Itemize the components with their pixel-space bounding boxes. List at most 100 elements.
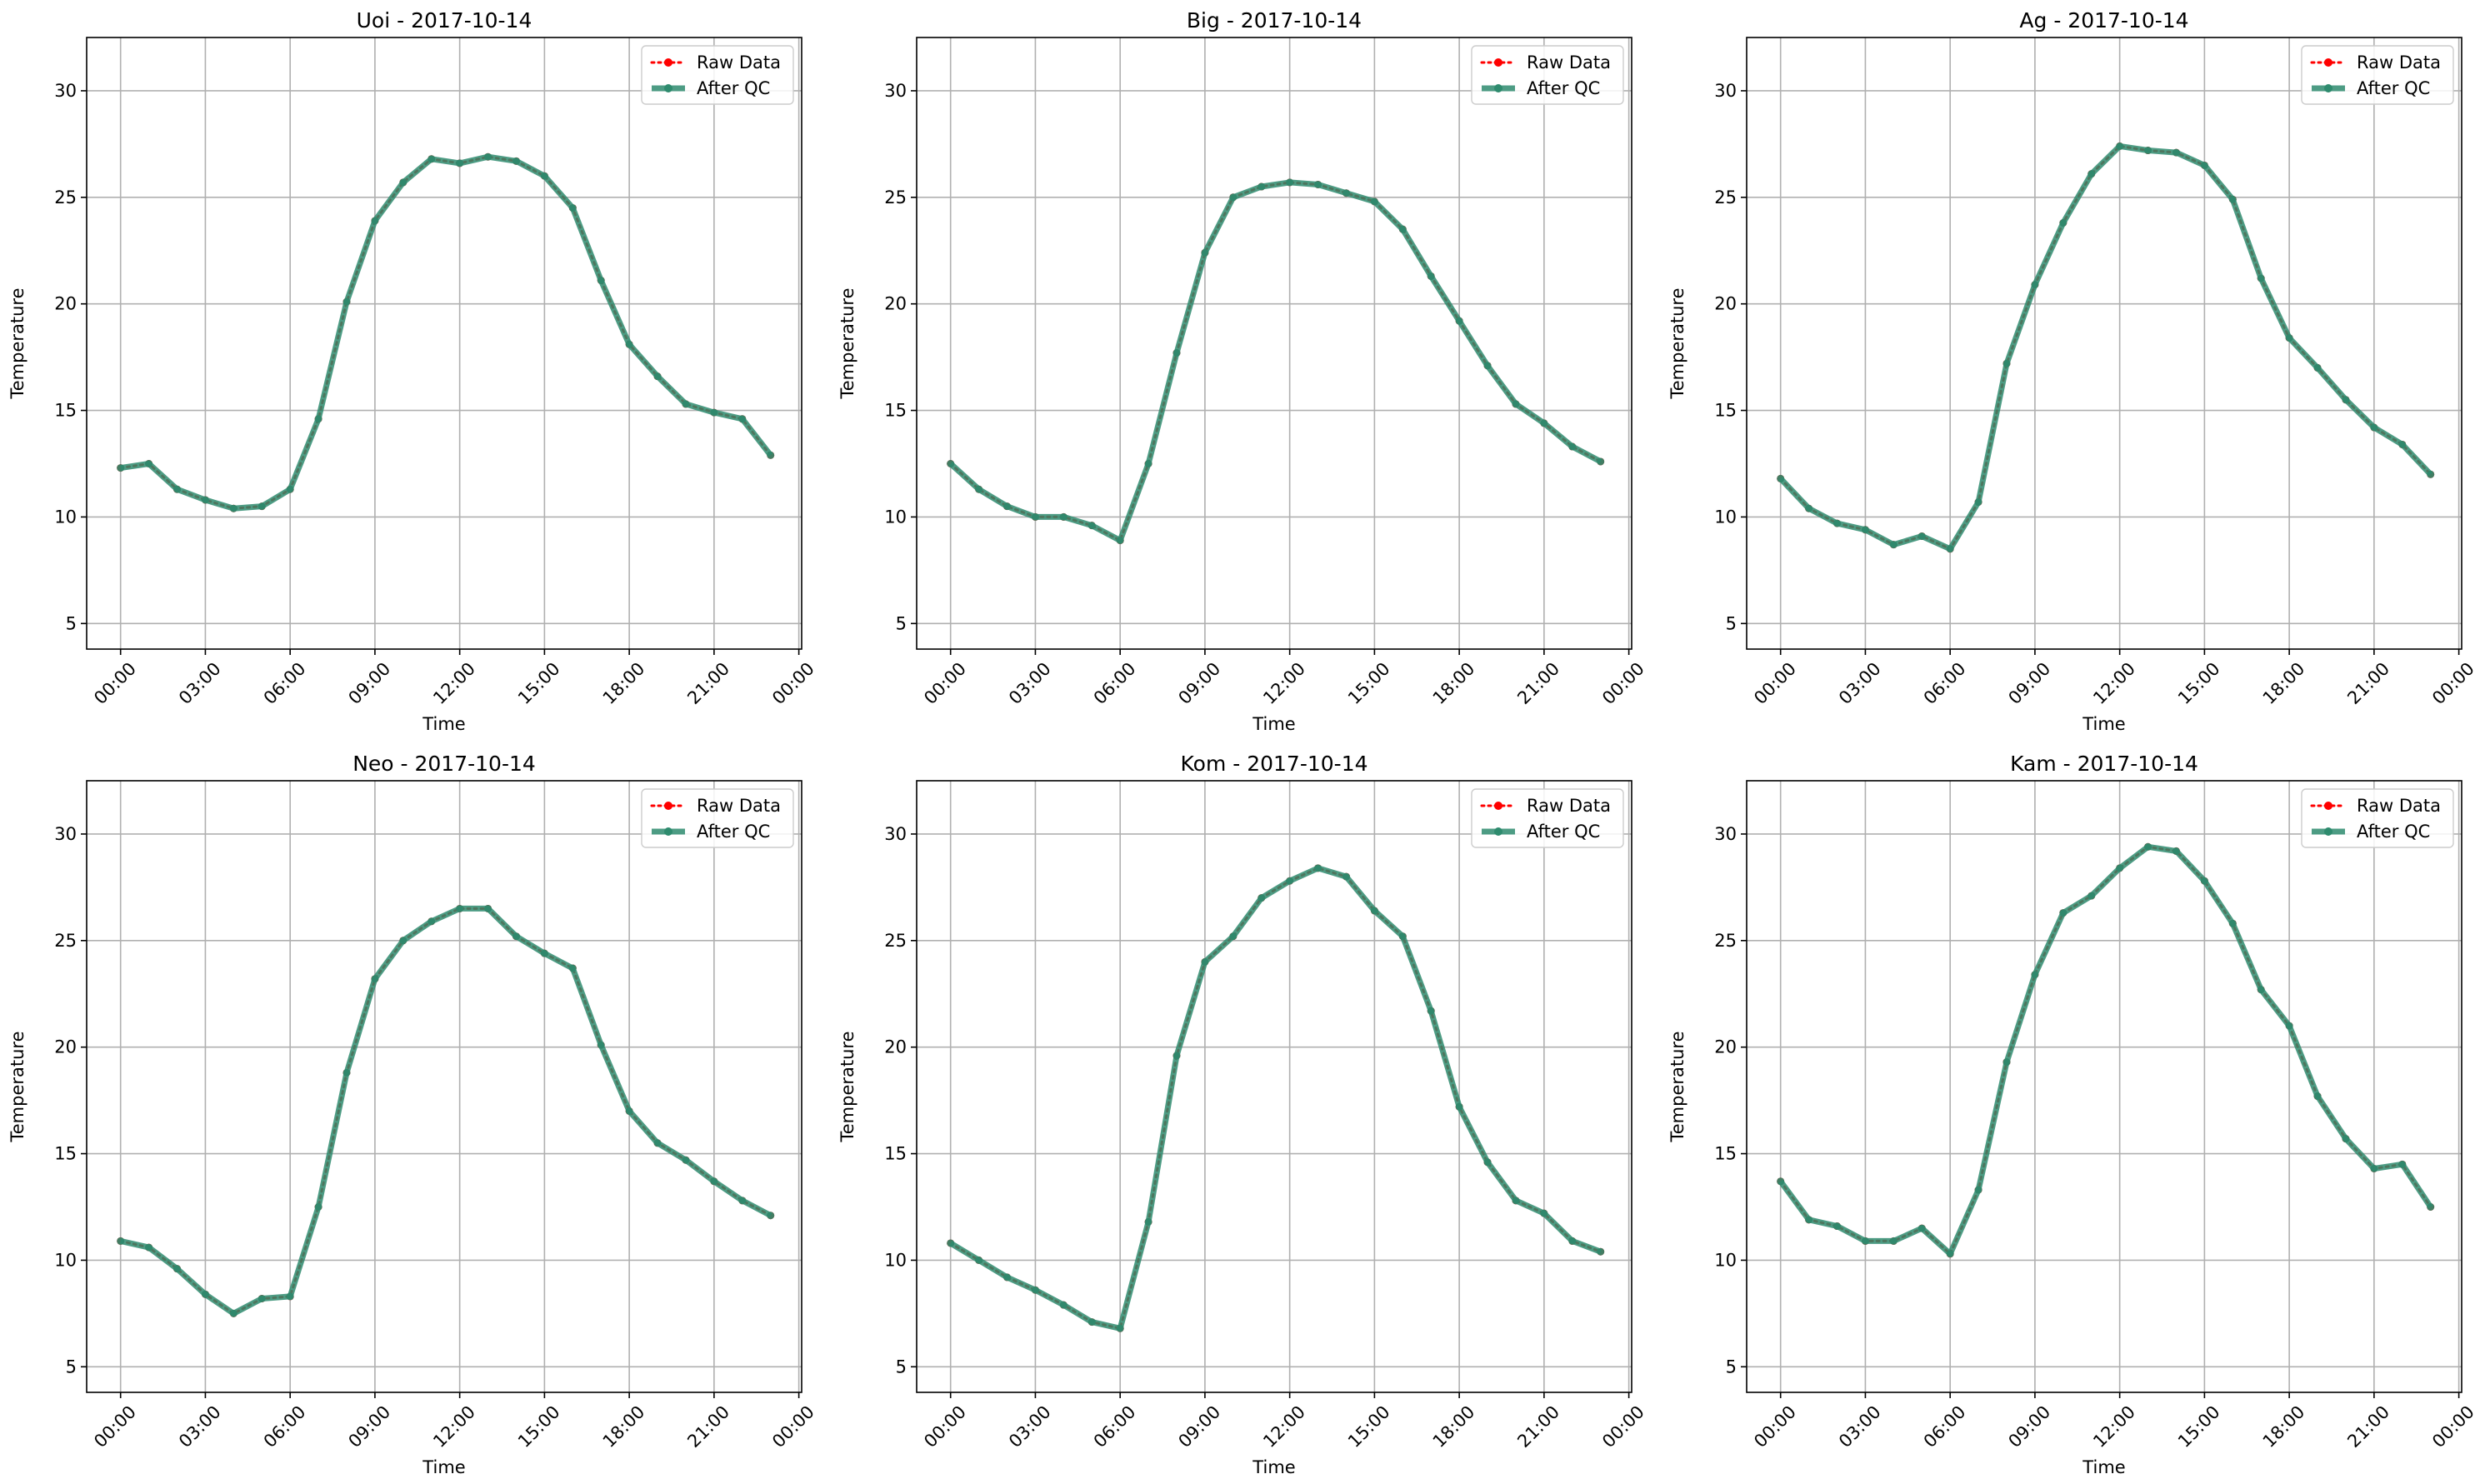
after-qc-point: [1946, 1250, 1954, 1258]
y-tick-label: 30: [884, 824, 907, 844]
after-qc-point: [1833, 519, 1842, 527]
after-qc-point: [314, 415, 322, 423]
x-tick-label: 21:00: [1513, 658, 1563, 708]
y-tick-label: 5: [896, 1357, 907, 1377]
after-qc-point: [1229, 932, 1238, 941]
after-qc-point: [2313, 1092, 2322, 1101]
y-tick-label: 20: [54, 1037, 77, 1057]
x-tick-label: 18:00: [1429, 658, 1479, 708]
after-qc-point: [1172, 1052, 1181, 1060]
after-qc-point: [975, 485, 983, 493]
y-tick-label: 25: [884, 187, 907, 207]
legend-qc-marker: [1494, 827, 1502, 836]
after-qc-point: [1568, 442, 1577, 451]
legend-raw-marker: [1494, 58, 1502, 67]
after-qc-point: [2088, 170, 2096, 178]
y-tick-label: 5: [1726, 613, 1737, 633]
x-tick-label: 09:00: [2004, 1402, 2054, 1452]
y-tick-label: 10: [1714, 507, 1737, 527]
after-qc-point: [512, 932, 520, 941]
after-qc-line: [948, 865, 1602, 1332]
x-tick-label: 21:00: [683, 1402, 733, 1452]
legend: Raw Data After QC: [1471, 45, 1624, 105]
after-qc-point: [2427, 470, 2435, 478]
legend-raw-marker: [664, 58, 672, 67]
y-tick-label: 15: [54, 1144, 77, 1164]
legend-raw-label: Raw Data: [697, 52, 781, 72]
y-tick-label: 30: [1714, 81, 1737, 101]
after-qc-point: [568, 964, 577, 972]
y-tick-label: 20: [884, 294, 907, 314]
axes-frame: [86, 780, 802, 1393]
y-tick-label: 15: [1714, 401, 1737, 421]
after-qc-point: [710, 1177, 718, 1186]
x-tick-label: 03:00: [175, 1402, 225, 1452]
axes-frame: [86, 37, 802, 650]
legend: Raw Data After QC: [641, 788, 794, 848]
after-qc-point: [1483, 362, 1492, 370]
after-qc-point: [2257, 274, 2265, 282]
after-qc-point: [1116, 537, 1124, 545]
after-qc-point: [2144, 842, 2152, 851]
legend-qc-label: After QC: [1527, 822, 1600, 842]
y-axis-label: Temperature: [8, 287, 28, 399]
after-qc-point: [428, 917, 436, 926]
legend-qc-marker: [664, 827, 672, 836]
after-qc-point: [173, 1265, 182, 1273]
after-qc-point: [2342, 1135, 2350, 1143]
after-qc-point: [512, 157, 520, 165]
x-tick-label: 06:00: [260, 658, 310, 708]
chart-panel: 00:00 03:00 06:00 09:00 12:00 15:00 18:00 21:00…: [838, 8, 1648, 734]
after-qc-point: [342, 297, 351, 306]
x-axis-label: Time: [2082, 714, 2125, 734]
y-tick-label: 5: [66, 613, 77, 633]
x-tick-label: 00:00: [90, 658, 140, 708]
chart-title: Kam - 2017-10-14: [2010, 752, 2198, 776]
after-qc-point: [2144, 147, 2152, 155]
raw-data-line: [949, 181, 1602, 542]
after-qc-point: [1777, 474, 1785, 482]
after-qc-point: [1918, 1224, 1926, 1232]
legend-qc-label: After QC: [697, 822, 770, 842]
after-qc-point: [2031, 971, 2039, 979]
after-qc-point: [229, 1309, 238, 1317]
after-qc-point: [2172, 148, 2180, 157]
after-qc-point: [597, 277, 605, 285]
y-tick-label: 30: [54, 81, 77, 101]
after-qc-point: [738, 415, 747, 423]
x-tick-label: 00:00: [1598, 1402, 1648, 1452]
after-qc-point: [2200, 877, 2208, 885]
x-tick-label: 18:00: [599, 1402, 649, 1452]
after-qc-point: [2285, 1022, 2293, 1030]
legend-qc-label: After QC: [2357, 822, 2430, 842]
after-qc-point: [2257, 986, 2265, 994]
after-qc-point: [1201, 248, 1209, 257]
after-qc-point: [1918, 532, 1926, 540]
after-qc-point: [1597, 457, 1605, 466]
x-tick-label: 21:00: [2343, 658, 2393, 708]
y-tick-label: 5: [66, 1357, 77, 1377]
x-tick-label: 18:00: [2259, 658, 2309, 708]
x-tick-label: 06:00: [260, 1402, 310, 1452]
x-tick-label: 15:00: [514, 1402, 564, 1452]
x-tick-label: 15:00: [2174, 658, 2224, 708]
x-tick-label: 12:00: [2089, 658, 2139, 708]
y-axis-label: Temperature: [838, 287, 858, 399]
after-qc-point: [399, 178, 408, 187]
after-qc-point: [1455, 317, 1463, 325]
after-qc-point: [1201, 957, 1209, 966]
x-tick-label: 06:00: [1090, 658, 1140, 708]
after-qc-point: [1597, 1247, 1605, 1256]
after-qc-point: [1861, 1237, 1869, 1245]
legend-qc-marker: [2324, 827, 2332, 836]
y-axis-label: Temperature: [1668, 287, 1688, 399]
after-qc-point: [2228, 919, 2237, 927]
after-qc-point: [653, 372, 662, 381]
after-qc-point: [286, 1292, 294, 1301]
after-qc-point: [2002, 359, 2011, 367]
after-qc-point: [2172, 847, 2180, 855]
chart-panel: 00:00 03:00 06:00 09:00 12:00 15:00 18:00 21:00…: [8, 752, 818, 1477]
after-qc-point: [1144, 459, 1152, 467]
after-qc-point: [2228, 195, 2237, 203]
after-qc-point: [1342, 189, 1350, 197]
